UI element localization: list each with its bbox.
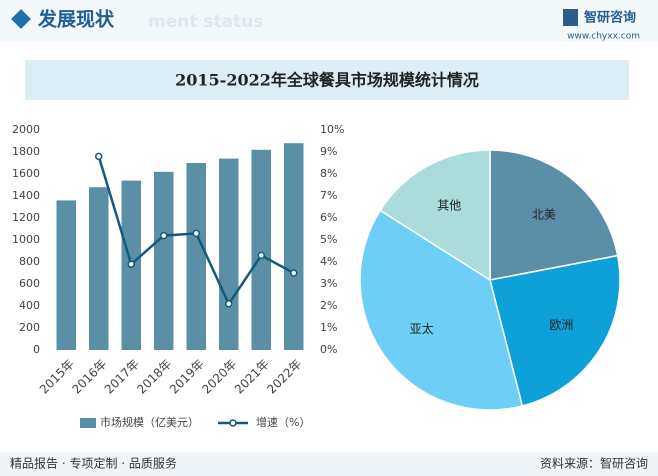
- y-tick-label: 1600: [12, 167, 40, 180]
- header-ghost: ment status: [148, 12, 263, 32]
- y-tick-label: 0: [33, 343, 40, 356]
- pie-label: 其他: [437, 198, 461, 212]
- y2-tick-label: 2%: [320, 299, 337, 312]
- brand-name: 智研咨询: [584, 10, 636, 26]
- growth-point: [160, 231, 168, 240]
- y-tick-label: 1200: [12, 211, 40, 224]
- y2-tick-label: 3%: [320, 277, 337, 290]
- bar: [284, 143, 304, 350]
- y-tick-label: 1000: [12, 233, 40, 246]
- y-tick-label: 1800: [12, 145, 40, 158]
- bar: [56, 200, 76, 350]
- header-title: 发展现状: [37, 8, 115, 31]
- bar: [89, 187, 109, 350]
- growth-point: [257, 251, 265, 260]
- diamond-icon: [11, 9, 31, 29]
- y2-tick-label: 10%: [320, 123, 344, 136]
- pie-label: 北美: [532, 207, 556, 221]
- legend-swatch: [80, 418, 96, 428]
- y2-tick-label: 8%: [320, 167, 337, 180]
- y-tick-label: 200: [19, 321, 40, 334]
- banner: [25, 60, 629, 100]
- bar: [186, 163, 206, 350]
- footer-left: 精品报告 · 专项定制 · 品质服务: [10, 456, 177, 471]
- legend-marker: [229, 419, 237, 427]
- y2-tick-label: 9%: [320, 145, 337, 158]
- bar: [154, 171, 174, 350]
- y2-tick-label: 4%: [320, 255, 337, 268]
- y-tick-label: 600: [19, 277, 40, 290]
- y-tick-label: 2000: [12, 123, 40, 136]
- growth-point: [192, 229, 200, 238]
- pie-label: 欧洲: [549, 318, 573, 332]
- y2-tick-label: 1%: [320, 321, 337, 334]
- y2-tick-label: 7%: [320, 189, 337, 202]
- y2-tick-label: 5%: [320, 233, 337, 246]
- pie-slice: [379, 149, 491, 282]
- legend-label: 市场规模（亿美元）: [100, 415, 199, 429]
- pie-label: 亚太: [410, 321, 434, 336]
- pie-slice: [489, 149, 619, 281]
- bar: [251, 149, 271, 350]
- pie-slice: [359, 209, 524, 411]
- footer-right: 资料来源：智研咨询: [540, 456, 648, 471]
- header-bar: [0, 0, 658, 42]
- y-tick-label: 400: [19, 299, 40, 312]
- growth-point: [127, 260, 135, 268]
- legend-label: 增速（%）: [256, 415, 310, 429]
- banner-title: 2015-2022年全球餐具市场规模统计情况: [175, 71, 479, 90]
- footer-bar: [0, 452, 658, 476]
- bar: [219, 158, 239, 350]
- growth-point: [290, 269, 298, 277]
- y-tick-label: 800: [19, 255, 40, 268]
- y2-tick-label: 0%: [320, 343, 337, 356]
- growth-point: [95, 152, 103, 161]
- growth-point: [225, 300, 233, 308]
- brand-site: www.chyxx.com: [567, 32, 640, 42]
- pie-slice: [489, 254, 621, 407]
- brand-logo: [563, 9, 578, 26]
- y-tick-label: 1400: [12, 189, 40, 202]
- y2-tick-label: 6%: [320, 211, 337, 224]
